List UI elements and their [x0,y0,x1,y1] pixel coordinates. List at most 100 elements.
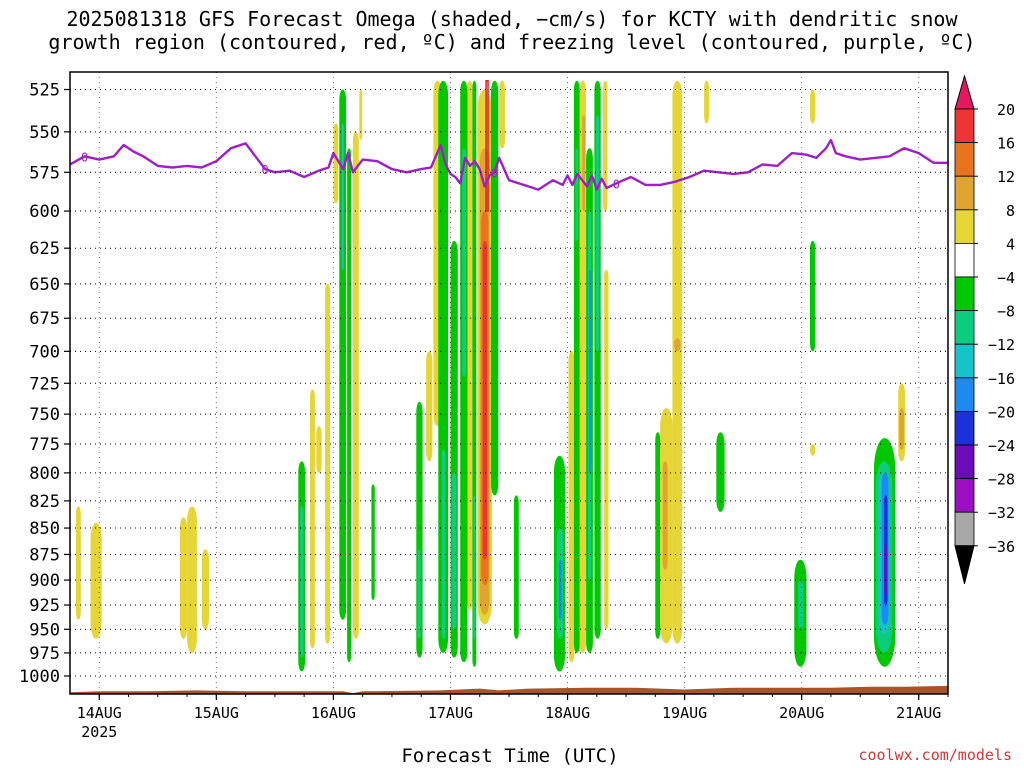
omega-patch [417,549,421,639]
y-tick-label: 550 [29,123,60,143]
omega-patch [604,269,609,630]
omega-patch [371,484,375,601]
chart-title-line-2: growth region (contoured, red, ºC) and f… [48,30,976,54]
omega-shading-layer [75,80,905,672]
omega-patch [325,283,330,644]
omega-patch [438,80,449,653]
y-tick-label: 650 [29,275,60,295]
y-tick-label: 775 [29,435,60,455]
x-tick-label: 15AUG [194,704,239,722]
omega-patch [662,461,668,570]
omega-patch [339,89,347,620]
omega-patch [582,115,586,211]
colorbar: 20 16 12 8 4 −4 −8 −12 −16 −20 −24 −28 −32 −36 [954,74,1015,584]
y-tick-label: 825 [29,492,60,512]
omega-patch [179,517,188,639]
omega-patch [595,115,600,352]
colorbar-label: −28 [988,471,1015,489]
omega-patch [201,549,209,630]
y-tick-label: 675 [29,309,60,329]
y-axis: 525 550 575 600 625 650 675 700 725 750 775 800 825 8… [19,81,70,687]
colorbar-label: −8 [997,303,1015,321]
y-tick-label: 800 [29,464,60,484]
omega-patch [603,80,608,211]
colorbar-segment [954,242,975,278]
omega-patch [300,506,304,658]
colorbar-segment [954,377,975,412]
colorbar-segment [954,478,975,513]
colorbar-segment [954,108,975,143]
omega-patch [575,148,579,241]
omega-patch [75,506,81,620]
x-year-label: 2025 [81,723,117,741]
y-tick-label: 950 [29,620,60,640]
colorbar-segment [954,511,975,547]
omega-patch [187,506,197,653]
x-tick-label: 17AUG [428,704,473,722]
freezing-level-label: 0 [81,150,88,164]
colorbar-label: 4 [1006,235,1015,253]
surface-terrain [70,685,948,694]
colorbar-label: 12 [997,168,1015,186]
contour-layer: 0 0 0 0 [69,80,948,212]
omega-patch [568,351,575,663]
colorbar-label: 8 [1006,202,1015,220]
colorbar-label: −4 [997,269,1015,287]
omega-patch [359,89,363,141]
omega-patch [451,472,457,630]
dendritic-growth-contour [485,80,489,212]
colorbar-segment [954,142,975,177]
omega-patch [899,408,905,450]
colorbar-label: −32 [988,504,1015,522]
x-axis-title: Forecast Time (UTC) [401,745,619,767]
omega-patch [491,80,499,496]
omega-patch [482,240,488,560]
omega-patch [579,80,586,653]
y-tick-label: 875 [29,545,60,565]
omega-patch [672,80,683,644]
colorbar-segment [954,343,975,379]
x-tick-label: 21AUG [896,704,941,722]
colorbar-label: −12 [988,336,1015,354]
omega-patch [426,351,433,462]
omega-patch [884,544,887,596]
colorbar-segment [954,410,975,446]
freezing-level-label: 0 [261,163,268,177]
colorbar-label: −36 [988,538,1015,556]
freezing-level-label: 0 [613,177,620,191]
surface-terrain-layer [70,685,948,694]
x-tick-label: 19AUG [662,704,707,722]
colorbar-segment [954,310,975,345]
omega-patch [90,522,102,639]
x-tick-label: 14AUG [77,704,122,722]
omega-patch [589,269,591,473]
y-tick-label: 700 [29,342,60,362]
freezing-level-label: 0 [491,166,498,180]
omega-patch [316,426,322,473]
omega-patch [341,123,344,270]
colorbar-label: −20 [988,403,1015,421]
y-tick-label: 575 [29,163,60,183]
omega-patch [673,338,681,352]
omega-patch [558,559,562,620]
omega-patch [704,80,709,124]
omega-patch [716,432,725,512]
y-tick-label: 975 [29,644,60,664]
omega-patch [513,495,519,639]
grid-layer [70,72,948,694]
colorbar-bottom-triangle [954,545,975,584]
omega-patch [499,80,506,149]
omega-patch [810,240,816,352]
omega-patch [810,89,816,124]
omega-patch [333,123,339,204]
colorbar-label: 20 [997,101,1015,119]
y-tick-label: 600 [29,202,60,222]
omega-patch [441,449,446,639]
colorbar-segment [954,276,975,311]
colorbar-segment [954,175,975,211]
freezing-level-line [69,138,948,191]
omega-patch [473,495,476,639]
y-tick-label: 625 [29,239,60,259]
y-tick-label: 750 [29,405,60,425]
